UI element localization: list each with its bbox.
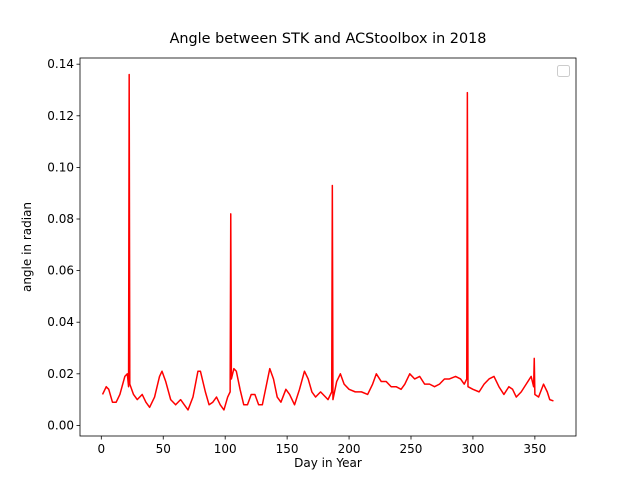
y-tick-label: 0.06 bbox=[47, 264, 74, 278]
x-tick-label: 300 bbox=[461, 442, 484, 456]
x-tick-label: 150 bbox=[276, 442, 299, 456]
y-tick-label: 0.08 bbox=[47, 212, 74, 226]
y-axis-label: angle in radian bbox=[20, 202, 34, 292]
x-tick-label: 200 bbox=[338, 442, 361, 456]
x-tick-label: 100 bbox=[214, 442, 237, 456]
y-tick-label: 0.12 bbox=[47, 109, 74, 123]
y-tick-label: 0.14 bbox=[47, 57, 74, 71]
x-axis-label: Day in Year bbox=[294, 456, 362, 470]
x-tick-label: 350 bbox=[523, 442, 546, 456]
chart-title: Angle between STK and ACStoolbox in 2018 bbox=[170, 31, 487, 47]
x-tick-label: 50 bbox=[156, 442, 171, 456]
y-tick-label: 0.10 bbox=[47, 160, 74, 174]
y-tick-label: 0.02 bbox=[47, 367, 74, 381]
x-tick-label: 0 bbox=[97, 442, 105, 456]
legend bbox=[557, 65, 570, 77]
y-tick-label: 0.00 bbox=[47, 418, 74, 432]
plot-frame bbox=[79, 57, 577, 437]
line bbox=[101, 73, 554, 411]
y-tick-label: 0.04 bbox=[47, 315, 74, 329]
x-tick-label: 250 bbox=[400, 442, 423, 456]
